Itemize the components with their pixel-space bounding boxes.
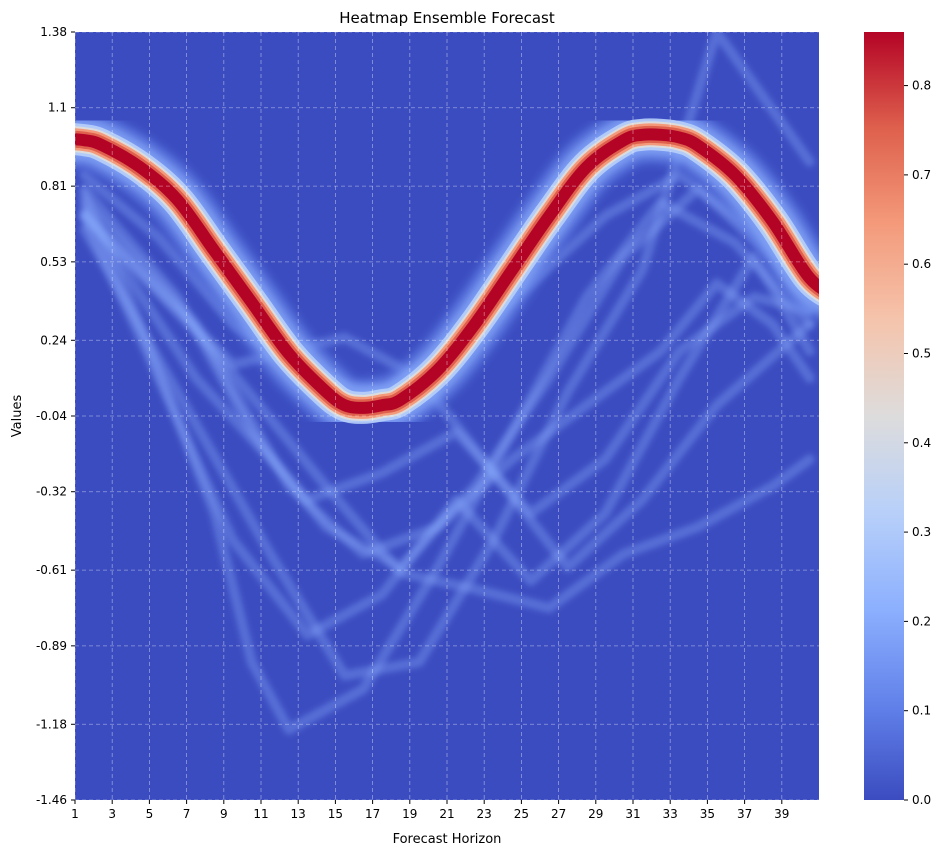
colorbar-tick-label: 0.7 xyxy=(912,168,931,182)
colorbar-tick-label: 0.0 xyxy=(912,793,931,807)
y-tick-label: 0.24 xyxy=(40,333,67,347)
colorbar-tick-label: 0.6 xyxy=(912,257,931,271)
x-tick-label: 9 xyxy=(220,807,228,821)
x-tick-label: 3 xyxy=(108,807,116,821)
colorbar-tick-label: 0.2 xyxy=(912,614,931,628)
chart-title: Heatmap Ensemble Forecast xyxy=(339,9,555,27)
x-axis: 1 3 5 7 9 11 13 15 17 19 21 23 25 27 29 31 33 35 37 39 xyxy=(71,800,789,821)
x-tick-label: 21 xyxy=(439,807,454,821)
y-axis: 1.38 1.1 0.81 0.53 0.24 -0.04 -0.32 -0.61 -0.89 -… xyxy=(36,25,75,807)
y-axis-label: Values xyxy=(10,395,25,438)
x-tick-label: 37 xyxy=(737,807,752,821)
y-tick-label: 1.1 xyxy=(48,101,67,115)
x-tick-label: 35 xyxy=(700,807,715,821)
colorbar-tick-label: 0.8 xyxy=(912,79,931,93)
x-tick-label: 15 xyxy=(328,807,343,821)
x-tick-label: 5 xyxy=(146,807,154,821)
colorbar-tick-label: 0.3 xyxy=(912,525,931,539)
x-tick-label: 25 xyxy=(514,807,529,821)
x-tick-label: 1 xyxy=(71,807,79,821)
x-tick-label: 31 xyxy=(625,807,640,821)
y-tick-label: -0.04 xyxy=(36,409,67,423)
main-ridge xyxy=(75,104,819,438)
y-tick-label: 0.53 xyxy=(40,255,67,269)
y-tick-label: -1.18 xyxy=(36,717,67,731)
colorbar-ticks: 0.0 0.1 0.2 0.3 0.4 0.5 0.6 0.7 0.8 xyxy=(904,79,931,807)
colorbar-gradient xyxy=(864,32,904,800)
grid-lines xyxy=(75,32,819,800)
ensemble-member-5 xyxy=(79,197,815,559)
x-axis-label: Forecast Horizon xyxy=(393,832,502,847)
colorbar-tick-label: 0.1 xyxy=(912,704,931,718)
y-tick-label: 1.38 xyxy=(40,25,67,39)
x-tick-label: 19 xyxy=(402,807,417,821)
y-tick-label: -0.89 xyxy=(36,639,67,653)
x-tick-label: 17 xyxy=(365,807,380,821)
colorbar-tick-label: 0.5 xyxy=(912,346,931,360)
ensemble-member-7 xyxy=(79,210,815,613)
colorbar-tick-label: 0.4 xyxy=(912,436,931,450)
x-tick-label: 11 xyxy=(253,807,268,821)
x-tick-label: 13 xyxy=(291,807,306,821)
x-tick-label: 27 xyxy=(551,807,566,821)
x-tick-label: 23 xyxy=(477,807,492,821)
x-tick-label: 29 xyxy=(588,807,603,821)
colorbar: 0.0 0.1 0.2 0.3 0.4 0.5 0.6 0.7 0.8 xyxy=(864,32,931,807)
x-tick-label: 39 xyxy=(774,807,789,821)
y-tick-label: 0.81 xyxy=(40,179,67,193)
y-tick-label: -1.46 xyxy=(36,793,67,807)
x-tick-label: 7 xyxy=(183,807,191,821)
y-tick-label: -0.61 xyxy=(36,563,67,577)
heatmap-plot-area xyxy=(75,32,819,800)
x-tick-label: 33 xyxy=(663,807,678,821)
y-tick-label: -0.32 xyxy=(36,485,67,499)
ridge-band-7 xyxy=(75,128,819,414)
